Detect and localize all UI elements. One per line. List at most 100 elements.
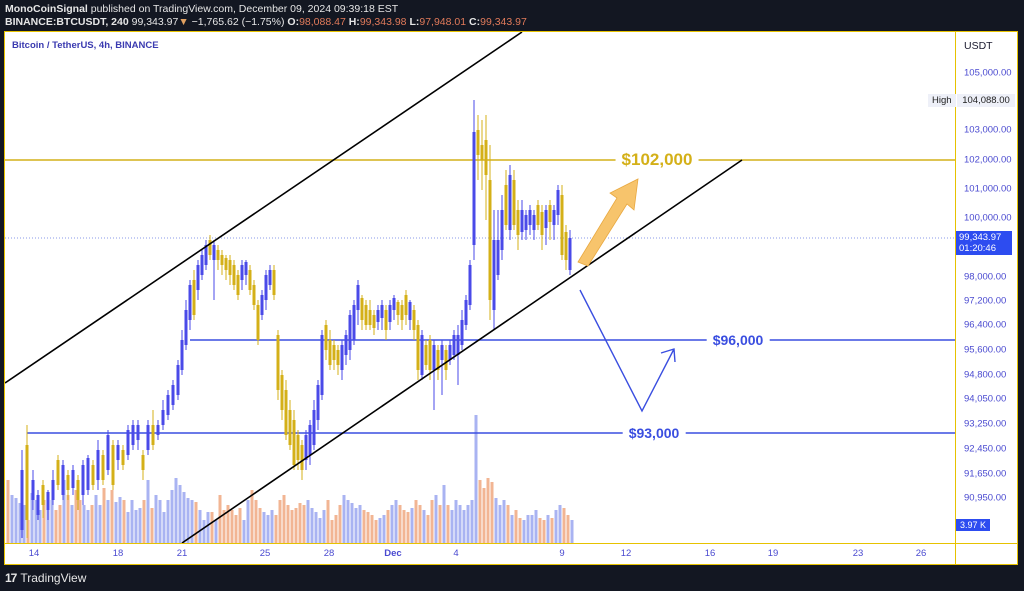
volume-bar [554,510,558,543]
candle-body [220,255,224,265]
volume-bar [138,508,142,543]
candle-body [548,205,552,222]
volume-bar [94,495,98,543]
author-name[interactable]: MonoCoinSignal [5,3,88,15]
candle-body [268,270,272,285]
candle-body [288,410,292,445]
volume-bar [38,510,42,543]
volume-bar [102,488,106,543]
candle-body [364,305,368,325]
volume-bar [374,520,378,543]
volume-bar [398,505,402,543]
volume-bar [34,500,38,543]
candle-body [512,180,516,225]
price-tick-label: 105,000.00 [964,67,1012,79]
candle-body [340,345,344,370]
volume-bar [270,510,274,543]
volume-bar [166,500,170,543]
current-price-value: 99,343.97 [959,232,1002,243]
candle-body [71,470,75,488]
time-axis[interactable]: 14 18 21 25 28 Dec 4 9 12 16 19 23 26 [5,543,955,565]
resistance-102000-label: $102,000 [615,150,699,170]
candle-body [208,240,212,255]
candle-body [248,270,252,290]
volume-bar [442,485,446,543]
candle-body [272,270,276,295]
axis-corner[interactable] [955,543,1018,565]
change-down-arrow-icon: ▼ [178,16,189,28]
volume-bar [342,495,346,543]
volume-bar [262,512,266,543]
volume-bar [462,510,466,543]
volume-bar [402,510,406,543]
currency-label[interactable]: USDT [964,40,993,52]
volume-bar [146,480,150,543]
tradingview-logo[interactable]: 17 TradingView [5,571,86,585]
volume-bar [158,500,162,543]
candle-body [56,460,60,485]
candle-body [228,260,232,275]
volume-bar [450,510,454,543]
candle-body [240,265,244,280]
symbol-name: BINANCE:BTCUSDT, 240 [5,16,129,28]
candle-body [66,475,70,490]
volume-bar [458,505,462,543]
candle-body [556,190,560,215]
candle-body [51,480,55,500]
volume-bar [430,500,434,543]
volume-bar [190,500,194,543]
volume-bar [142,500,146,543]
candle-body [25,445,29,520]
price-chart[interactable] [5,32,955,543]
candle-body [296,435,300,460]
volume-bar [490,482,494,543]
volume-bar [22,505,26,543]
candle-body [540,212,544,235]
candle-body [536,205,540,225]
volume-bar [82,505,86,543]
candle-body [404,295,408,315]
candle-body [264,275,268,300]
candle-body [520,210,524,232]
volume-bar [546,515,550,543]
candle-body [171,385,175,405]
price-tick-label: 95,600.00 [964,344,1007,356]
volume-bar [518,518,522,543]
high-tag-label: High [928,94,956,107]
candle-body [424,345,428,365]
last-price: 99,343.97 [131,16,179,28]
candle-body [61,465,65,495]
volume-bar [562,508,566,543]
volume-bar [498,505,502,543]
chart-frame [4,31,1018,565]
candle-body [448,345,452,360]
volume-bar [294,508,298,543]
price-tick-label: 102,000.00 [964,154,1012,166]
candle-body [376,310,380,322]
candle-body [384,310,388,330]
candle-body [372,315,376,328]
price-axis[interactable]: USDT 105,000.00 103,000.00 102,000.00 101,0… [955,32,1018,543]
candle-body [464,300,468,325]
time-tick-label: 14 [28,548,40,559]
time-tick-label: 23 [852,548,864,559]
candle-body [276,335,280,390]
volume-bar [530,515,534,543]
time-tick-label: 18 [112,548,124,559]
volume-bar [358,505,362,543]
candle-body [552,210,556,225]
time-tick-label: 4 [453,548,459,559]
volume-bar [78,500,82,543]
publisher-line: MonoCoinSignal published on TradingView.… [5,3,398,15]
volume-bar [58,505,62,543]
candle-body [544,210,548,228]
candle-body [86,458,90,490]
volume-bar [366,512,370,543]
chart-pane[interactable] [5,32,955,543]
candle-body [308,425,312,455]
volume-bar [290,510,294,543]
candle-body [284,390,288,435]
volume-bar [514,510,518,543]
volume-bar [506,505,510,543]
price-tick-label: 90,950.00 [964,492,1007,504]
